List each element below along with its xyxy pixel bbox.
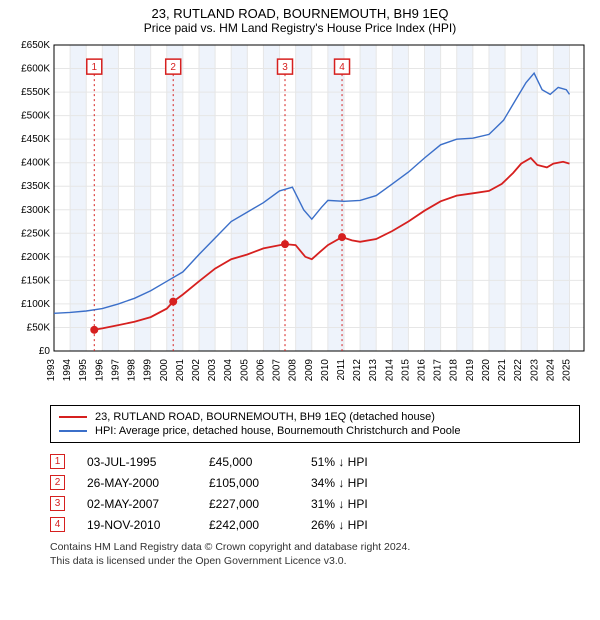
transaction-price: £242,000 [209, 518, 289, 532]
transaction-marker: 2 [50, 475, 65, 490]
transaction-delta: 31% ↓ HPI [311, 497, 411, 511]
footer-line: This data is licensed under the Open Gov… [50, 555, 580, 569]
transaction-delta: 51% ↓ HPI [311, 455, 411, 469]
legend-swatch [59, 430, 87, 432]
svg-text:2022: 2022 [513, 359, 524, 382]
svg-text:2002: 2002 [191, 359, 202, 382]
svg-text:£100K: £100K [21, 299, 50, 310]
page: 23, RUTLAND ROAD, BOURNEMOUTH, BH9 1EQ P… [0, 0, 600, 576]
svg-text:1994: 1994 [62, 359, 73, 382]
svg-text:2: 2 [170, 62, 176, 73]
footer-line: Contains HM Land Registry data © Crown c… [50, 541, 580, 555]
svg-text:£600K: £600K [21, 64, 50, 75]
svg-text:2010: 2010 [320, 359, 331, 382]
svg-text:2013: 2013 [368, 359, 379, 382]
svg-text:2024: 2024 [545, 359, 556, 382]
svg-text:2020: 2020 [481, 359, 492, 382]
page-subtitle: Price paid vs. HM Land Registry's House … [8, 21, 592, 35]
svg-text:2023: 2023 [529, 359, 540, 382]
svg-text:£300K: £300K [21, 205, 50, 216]
transaction-price: £45,000 [209, 455, 289, 469]
svg-text:2014: 2014 [384, 359, 395, 382]
svg-text:2008: 2008 [288, 359, 299, 382]
svg-text:2016: 2016 [417, 359, 428, 382]
legend-swatch [59, 416, 87, 418]
svg-text:2005: 2005 [239, 359, 250, 382]
svg-text:2018: 2018 [449, 359, 460, 382]
transaction-date: 03-JUL-1995 [87, 455, 187, 469]
transaction-price: £105,000 [209, 476, 289, 490]
svg-text:2003: 2003 [207, 359, 218, 382]
svg-text:2007: 2007 [272, 359, 283, 382]
svg-text:1998: 1998 [127, 359, 138, 382]
svg-text:1997: 1997 [110, 359, 121, 382]
svg-text:£200K: £200K [21, 252, 50, 263]
svg-text:£450K: £450K [21, 134, 50, 145]
transaction-row: 3 02-MAY-2007 £227,000 31% ↓ HPI [50, 493, 580, 514]
svg-text:£50K: £50K [27, 322, 51, 333]
svg-text:£400K: £400K [21, 158, 50, 169]
footer: Contains HM Land Registry data © Crown c… [50, 541, 580, 568]
legend-row: 23, RUTLAND ROAD, BOURNEMOUTH, BH9 1EQ (… [59, 410, 571, 424]
svg-text:2004: 2004 [223, 359, 234, 382]
transaction-date: 19-NOV-2010 [87, 518, 187, 532]
svg-text:£500K: £500K [21, 111, 50, 122]
chart: £0 £50K £100K £150K £200K £250K £300K £350K £400… [8, 39, 592, 399]
transaction-date: 26-MAY-2000 [87, 476, 187, 490]
svg-text:1996: 1996 [94, 359, 105, 382]
svg-text:£350K: £350K [21, 181, 50, 192]
svg-text:£250K: £250K [21, 228, 50, 239]
svg-text:£0: £0 [39, 346, 51, 357]
legend-row: HPI: Average price, detached house, Bour… [59, 424, 571, 438]
svg-text:2019: 2019 [465, 359, 476, 382]
svg-text:2011: 2011 [336, 359, 347, 381]
transaction-delta: 26% ↓ HPI [311, 518, 411, 532]
svg-text:2000: 2000 [159, 359, 170, 382]
svg-text:2012: 2012 [352, 359, 363, 382]
page-title: 23, RUTLAND ROAD, BOURNEMOUTH, BH9 1EQ [8, 6, 592, 21]
transaction-date: 02-MAY-2007 [87, 497, 187, 511]
legend-label: HPI: Average price, detached house, Bour… [95, 425, 460, 437]
chart-svg: £0 £50K £100K £150K £200K £250K £300K £350K £400… [8, 39, 592, 399]
transaction-price: £227,000 [209, 497, 289, 511]
svg-text:2015: 2015 [400, 359, 411, 382]
transaction-marker: 4 [50, 517, 65, 532]
svg-text:2001: 2001 [175, 359, 186, 382]
svg-text:4: 4 [339, 62, 345, 73]
svg-text:2017: 2017 [433, 359, 444, 382]
transaction-row: 2 26-MAY-2000 £105,000 34% ↓ HPI [50, 472, 580, 493]
svg-text:2021: 2021 [497, 359, 508, 382]
legend-label: 23, RUTLAND ROAD, BOURNEMOUTH, BH9 1EQ (… [95, 411, 435, 423]
transaction-marker: 1 [50, 454, 65, 469]
transaction-delta: 34% ↓ HPI [311, 476, 411, 490]
svg-text:2009: 2009 [304, 359, 315, 382]
svg-text:1999: 1999 [143, 359, 154, 382]
svg-text:£650K: £650K [21, 40, 50, 51]
legend: 23, RUTLAND ROAD, BOURNEMOUTH, BH9 1EQ (… [50, 405, 580, 443]
transaction-table: 1 03-JUL-1995 £45,000 51% ↓ HPI 2 26-MAY-2000… [50, 451, 580, 535]
svg-text:£550K: £550K [21, 87, 50, 98]
transaction-marker: 3 [50, 496, 65, 511]
transaction-row: 4 19-NOV-2010 £242,000 26% ↓ HPI [50, 514, 580, 535]
svg-text:1: 1 [91, 62, 97, 73]
svg-text:3: 3 [282, 62, 288, 73]
svg-text:2006: 2006 [255, 359, 266, 382]
svg-text:£150K: £150K [21, 275, 50, 286]
svg-text:1993: 1993 [46, 359, 57, 382]
svg-text:1995: 1995 [78, 359, 89, 382]
transaction-row: 1 03-JUL-1995 £45,000 51% ↓ HPI [50, 451, 580, 472]
svg-text:2025: 2025 [562, 359, 573, 382]
